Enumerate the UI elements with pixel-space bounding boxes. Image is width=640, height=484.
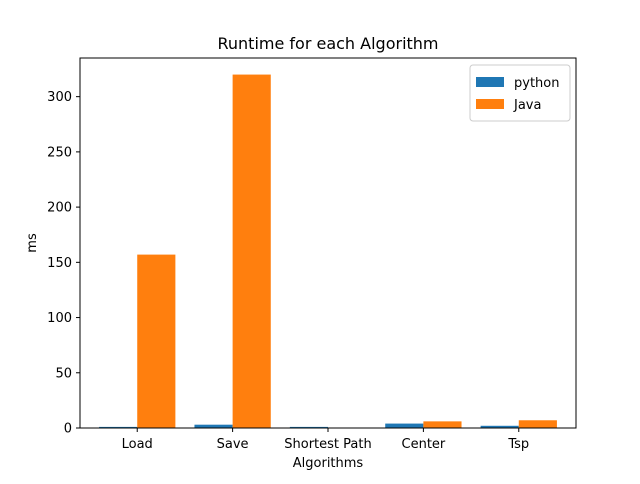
legend: python Java [469, 64, 571, 122]
x-tick-label: Tsp [507, 437, 529, 452]
bar-python-save [194, 424, 233, 428]
x-axis-ticks: Load Save Shortest Path Center Tsp [122, 428, 529, 452]
bar-java-tsp [518, 420, 557, 428]
y-axis-ticks: 0 50 100 150 200 250 300 [47, 90, 80, 437]
bar-python-shortest-path [289, 426, 328, 428]
x-tick-label: Shortest Path [284, 437, 371, 452]
y-tick-label: 200 [47, 201, 72, 216]
y-axis-label: ms [25, 233, 40, 253]
x-axis-label: Algorithms [293, 456, 364, 471]
legend-label-java: Java [513, 98, 541, 113]
y-tick-label: 0 [64, 422, 72, 437]
bar-java-save [232, 74, 271, 428]
y-tick-label: 300 [47, 90, 72, 105]
x-tick-label: Save [217, 437, 249, 452]
y-tick-label: 100 [47, 311, 72, 326]
legend-swatch-python [476, 77, 504, 87]
bar-java-center [423, 421, 462, 428]
x-tick-label: Center [402, 437, 446, 452]
x-tick-label: Load [122, 437, 153, 452]
legend-label-python: python [514, 76, 559, 91]
y-tick-label: 250 [47, 145, 72, 160]
y-tick-label: 150 [47, 256, 72, 271]
plot-frame [79, 57, 577, 429]
bar-python-load [99, 426, 138, 428]
chart-title: Runtime for each Algorithm [217, 34, 438, 53]
legend-swatch-java [476, 99, 504, 109]
bar-python-center [385, 423, 424, 428]
bar-java-load [137, 254, 176, 428]
bars-layer [99, 74, 557, 428]
y-tick-label: 50 [55, 366, 72, 381]
bar-python-tsp [480, 425, 519, 428]
